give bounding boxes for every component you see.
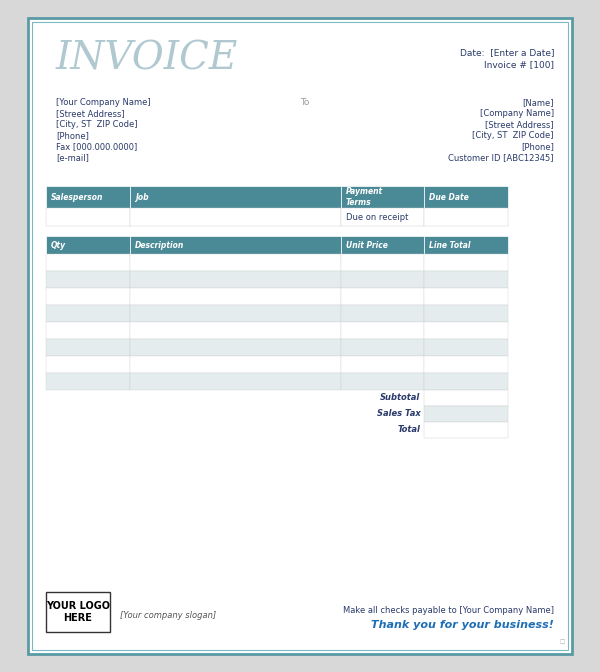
Text: Thank you for your business!: Thank you for your business! — [371, 620, 554, 630]
Bar — [341, 373, 424, 390]
Text: YOUR LOGO
HERE: YOUR LOGO HERE — [46, 601, 110, 623]
Bar — [130, 356, 341, 373]
Bar — [424, 422, 508, 438]
Bar — [341, 288, 424, 305]
Bar — [341, 208, 424, 226]
Bar — [424, 271, 508, 288]
Text: Payment
Terms: Payment Terms — [346, 187, 383, 207]
Bar — [424, 305, 508, 322]
Text: Description: Description — [135, 241, 184, 249]
Text: [Your company slogan]: [Your company slogan] — [120, 612, 216, 620]
Text: Subtotal: Subtotal — [380, 394, 421, 403]
Bar — [130, 339, 341, 356]
Bar — [424, 254, 508, 271]
Text: [Street Address]: [Street Address] — [485, 120, 554, 129]
Bar — [424, 373, 508, 390]
Text: Invoice # [100]: Invoice # [100] — [484, 60, 554, 69]
Text: Fax [000.000.0000]: Fax [000.000.0000] — [56, 142, 137, 151]
Text: [Your Company Name]: [Your Company Name] — [56, 98, 151, 107]
Text: Total: Total — [398, 425, 421, 435]
Bar — [424, 236, 508, 254]
Text: Due on receipt: Due on receipt — [346, 212, 408, 222]
Text: [City, ST  ZIP Code]: [City, ST ZIP Code] — [56, 120, 137, 129]
Bar — [46, 339, 130, 356]
Bar — [130, 271, 341, 288]
Bar — [46, 236, 130, 254]
Bar — [424, 339, 508, 356]
Bar — [341, 271, 424, 288]
Bar — [46, 254, 130, 271]
Bar — [130, 208, 341, 226]
Bar — [46, 373, 130, 390]
Text: [City, ST  ZIP Code]: [City, ST ZIP Code] — [473, 131, 554, 140]
Text: [Phone]: [Phone] — [56, 131, 89, 140]
Bar — [130, 254, 341, 271]
Text: [Name]: [Name] — [523, 98, 554, 107]
Text: □: □ — [559, 640, 565, 644]
Bar — [341, 322, 424, 339]
Text: Line Total: Line Total — [430, 241, 471, 249]
Bar — [341, 305, 424, 322]
Bar — [424, 322, 508, 339]
Bar — [424, 208, 508, 226]
Bar — [424, 356, 508, 373]
Bar — [341, 339, 424, 356]
Bar — [424, 288, 508, 305]
Bar — [32, 22, 568, 650]
Bar — [130, 322, 341, 339]
Bar — [130, 305, 341, 322]
Text: Customer ID [ABC12345]: Customer ID [ABC12345] — [449, 153, 554, 162]
Bar — [341, 236, 424, 254]
Bar — [46, 208, 130, 226]
Bar — [341, 254, 424, 271]
Text: Unit Price: Unit Price — [346, 241, 388, 249]
Bar — [46, 592, 110, 632]
Bar — [46, 288, 130, 305]
Text: [Company Name]: [Company Name] — [480, 109, 554, 118]
Text: Salesperson: Salesperson — [51, 192, 103, 202]
Bar — [46, 322, 130, 339]
Text: Make all checks payable to [Your Company Name]: Make all checks payable to [Your Company… — [343, 606, 554, 615]
Text: Sales Tax: Sales Tax — [377, 409, 421, 419]
Text: INVOICE: INVOICE — [56, 40, 238, 77]
Bar — [46, 356, 130, 373]
Bar — [424, 390, 508, 406]
Text: [e-mail]: [e-mail] — [56, 153, 89, 162]
Text: [Street Address]: [Street Address] — [56, 109, 125, 118]
Bar — [341, 356, 424, 373]
Bar — [130, 186, 341, 208]
Bar — [341, 186, 424, 208]
Text: Date:  [Enter a Date]: Date: [Enter a Date] — [460, 48, 554, 57]
Bar — [424, 186, 508, 208]
Bar — [130, 373, 341, 390]
Text: To: To — [300, 98, 310, 107]
Text: Job: Job — [135, 192, 148, 202]
Bar — [46, 305, 130, 322]
Bar — [46, 186, 130, 208]
Bar — [46, 271, 130, 288]
Bar — [130, 236, 341, 254]
Bar — [130, 288, 341, 305]
Text: Due Date: Due Date — [430, 192, 469, 202]
Bar — [424, 406, 508, 422]
Text: [Phone]: [Phone] — [521, 142, 554, 151]
Text: Qty: Qty — [51, 241, 66, 249]
